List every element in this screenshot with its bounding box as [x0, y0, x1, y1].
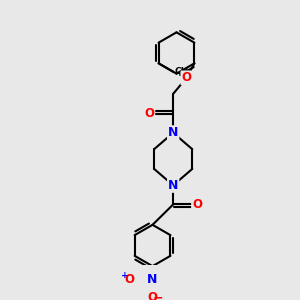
Text: O: O [124, 273, 134, 286]
Text: O: O [192, 198, 202, 211]
Text: N: N [168, 126, 178, 139]
Text: O: O [182, 71, 191, 84]
Text: N: N [168, 179, 178, 192]
Text: O: O [148, 291, 158, 300]
Text: +: + [122, 271, 129, 280]
Text: CH₃: CH₃ [175, 68, 193, 76]
Text: N: N [147, 273, 158, 286]
Text: −: − [153, 291, 164, 300]
Text: O: O [144, 107, 154, 120]
